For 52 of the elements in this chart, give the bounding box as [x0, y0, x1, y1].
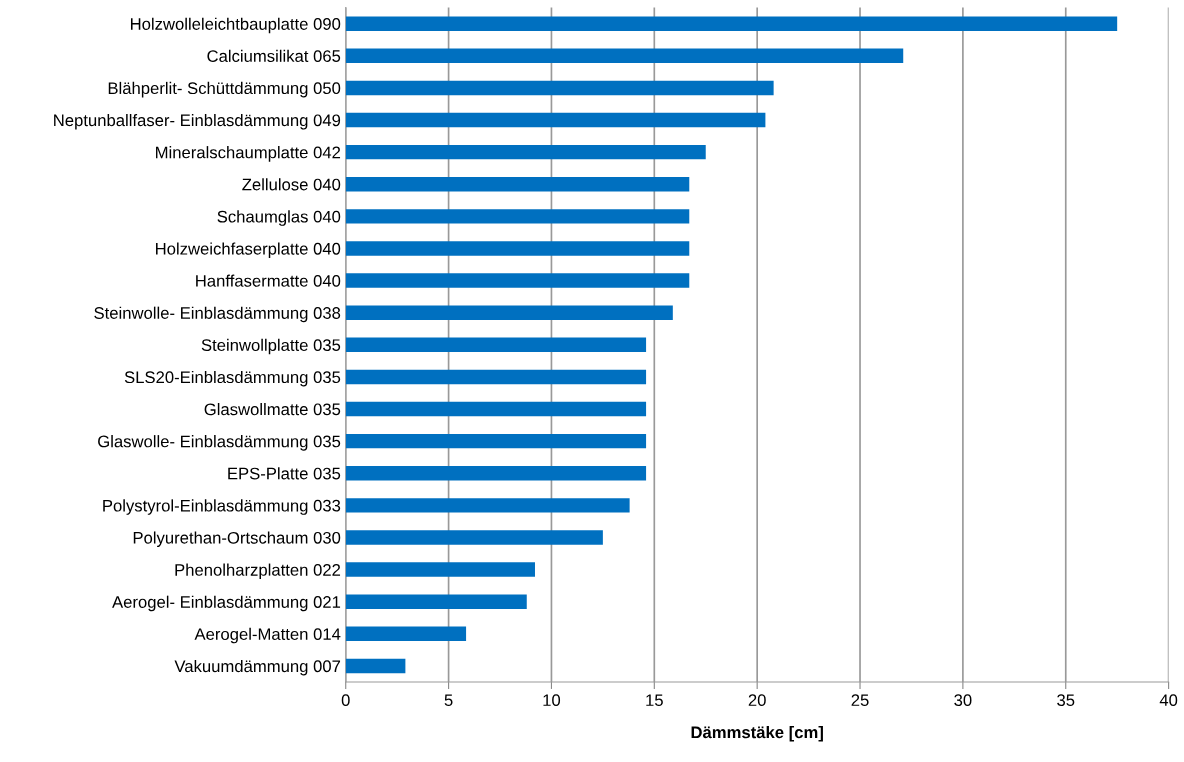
y-tick-label: Steinwolle- Einblasdämmung 038	[94, 306, 341, 323]
bar	[345, 369, 647, 385]
y-tick-label: Glaswolle- Einblasdämmung 035	[98, 435, 341, 451]
y-tick-label: Vakuumdämmung 007	[174, 659, 341, 676]
y-tick-label: Neptunballfaser- Einblasdämmung 049	[54, 113, 341, 130]
y-tick-label: Steinwollplatte 035	[201, 338, 341, 355]
x-tick-label: 40	[1159, 694, 1178, 707]
y-tick-label: Holzweichfaserplatte 040	[156, 242, 341, 258]
y-tick-label: Hanffasermatte 040	[196, 274, 341, 287]
bar	[345, 305, 673, 320]
bar	[345, 144, 706, 160]
y-tick-label: Polystyrol-Einblasdämmung 033	[103, 499, 341, 515]
bar	[345, 466, 647, 481]
y-tick-label: Mineralschaumplatte 042	[156, 146, 341, 162]
bar	[345, 562, 535, 577]
x-tick-label: 30	[954, 694, 972, 707]
y-tick-label: EPS-Platte 035	[228, 467, 341, 480]
x-tick-label: 20	[748, 694, 766, 707]
y-tick-label: Schaumglas 040	[217, 210, 341, 226]
bar	[345, 80, 774, 96]
bar	[345, 16, 1118, 31]
bar	[345, 337, 647, 353]
bar	[345, 209, 690, 224]
bar	[345, 498, 630, 513]
x-tick-label: 0	[341, 694, 350, 707]
y-tick-label: Phenolharzplatten 022	[175, 563, 341, 580]
bar	[345, 658, 406, 674]
x-axis-title: Dämmstäke [cm]	[691, 726, 823, 742]
y-tick-label: SLS20-Einblasdämmung 035	[124, 370, 341, 387]
y-tick-label: Blähperlit- Schüttdämmung 050	[108, 81, 341, 98]
bar	[345, 177, 690, 192]
x-tick-label: 15	[646, 694, 663, 707]
y-tick-label: Holzwolleleichtbauplatte 090	[131, 17, 341, 34]
y-tick-label: Polyurethan-Ortschaum 030	[133, 531, 341, 547]
bar	[345, 594, 527, 609]
bar	[345, 48, 904, 64]
x-tick-label: 5	[444, 694, 453, 707]
x-tick-label: 10	[543, 694, 561, 707]
y-tick-label: Calciumsilikat 065	[207, 49, 341, 62]
x-tick-label: 25	[851, 694, 869, 707]
bar	[345, 626, 467, 642]
y-tick-label: Aerogel-Matten 014	[194, 627, 341, 644]
y-tick-label: Glaswollmatte 035	[204, 402, 341, 416]
x-tick-label: 35	[1057, 694, 1075, 707]
y-tick-label: Zellulose 040	[242, 178, 341, 191]
bar	[345, 112, 766, 128]
bar	[345, 401, 647, 417]
y-tick-label: Aerogel- Einblasdämmung 021	[112, 595, 341, 612]
bar	[345, 433, 647, 449]
bar	[345, 241, 690, 256]
bar	[345, 530, 603, 545]
bar	[345, 273, 690, 288]
